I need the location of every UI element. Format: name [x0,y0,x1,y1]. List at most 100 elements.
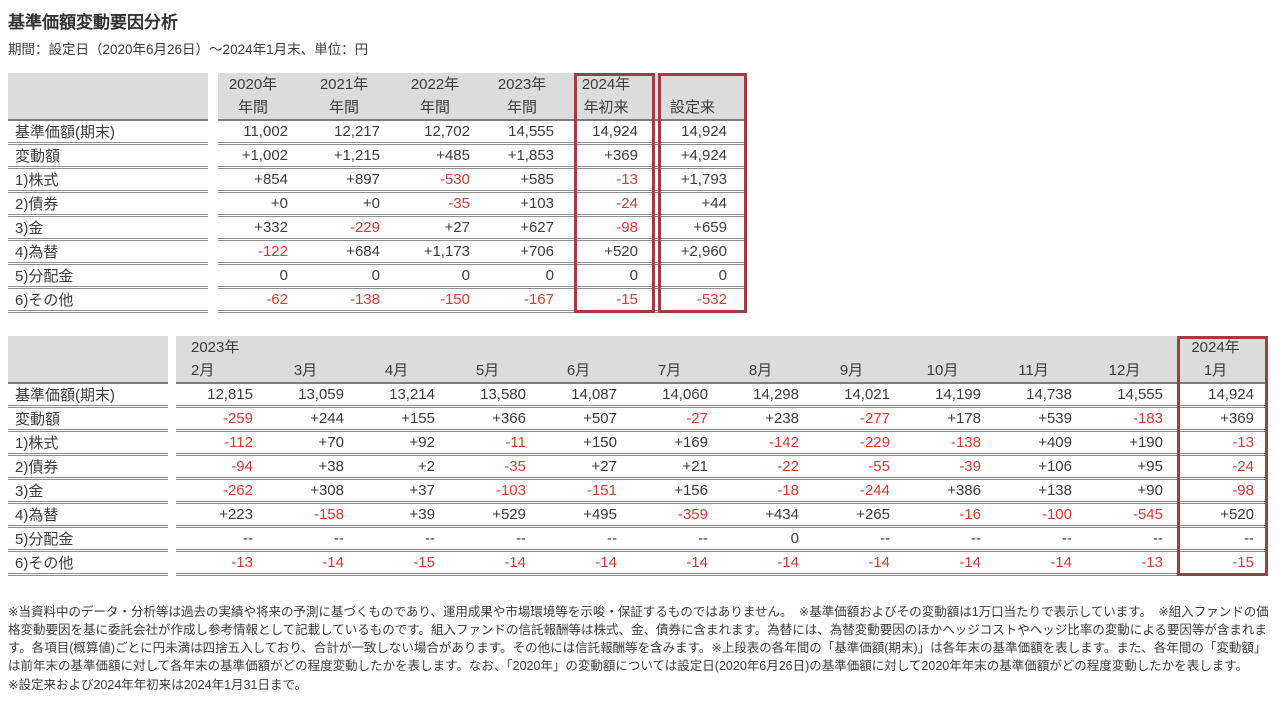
column-header-period: 5月 [475,362,500,379]
value-cell: -122 [218,241,308,265]
column-header-period: 年間 [506,99,537,116]
value-cell: +103 [490,193,574,217]
value-cell: 0 [490,265,574,289]
value-cell: +485 [400,145,490,169]
column-gap [208,289,218,313]
value-cell: -55 [813,456,904,480]
row-label: 変動額 [8,145,208,169]
column-gap [208,217,218,241]
value-cell: 14,555 [490,121,574,145]
column-gap [208,193,218,217]
value-cell: 14,021 [813,384,904,408]
column-gap [208,121,218,145]
value-cell: +434 [722,504,813,528]
table-row: 5)分配金 -- -- -- -- -- -- 0 -- -- -- -- -- [8,528,1268,552]
value-cell: +39 [358,504,449,528]
column-header-year [1086,336,1163,359]
value-cell: +1,173 [400,241,490,265]
column-header-year [449,336,526,359]
value-cell: -14 [904,552,995,576]
value-cell: -27 [631,408,722,432]
row-label: 2)債券 [8,193,208,217]
row-label: 5)分配金 [8,528,168,552]
table-row: 2)債券 +0 +0 -35 +103 -24 +44 [8,193,747,217]
value-cell: 14,199 [904,384,995,408]
value-cell: +0 [218,193,308,217]
value-cell: -16 [904,504,995,528]
value-cell: -- [904,528,995,552]
value-cell: -112 [176,432,267,456]
value-cell: -14 [722,552,813,576]
period-subtitle: 期間：設定日（2020年6月26日）～2024年1月末、単位：円 [8,42,369,57]
value-cell: -13 [574,169,658,193]
column-header-period: 7月 [657,362,682,379]
column-header-period: 4月 [384,362,409,379]
value-cell: -- [1086,528,1177,552]
value-cell: 14,924 [574,121,658,145]
value-cell: 12,217 [308,121,400,145]
value-cell: -13 [1177,432,1268,456]
value-cell: -530 [400,169,490,193]
table-row: 4)為替 +223 -158 +39 +529 +495 -359 +434 +265 -16 -1… [8,504,1268,528]
value-cell: -62 [218,289,308,313]
value-cell: +2,960 [658,241,747,265]
column-header-year [813,336,890,359]
value-cell: -14 [995,552,1086,576]
value-cell: -13 [176,552,267,576]
column-header-period: 年初来 [583,99,629,116]
value-cell: +244 [267,408,358,432]
table-row: 3)金 +332 -229 +27 +627 -98 +659 [8,217,747,241]
value-cell: +0 [308,193,400,217]
value-cell: -98 [1177,480,1268,504]
column-header: 2023年年間 [490,73,574,121]
value-cell: -14 [631,552,722,576]
column-gap [208,265,218,289]
column-header: 2024年 1月 [1177,336,1268,384]
column-header-year [722,336,799,359]
row-label: 6)その他 [8,289,208,313]
column-gap [168,552,176,576]
value-cell: -18 [722,480,813,504]
value-cell: +238 [722,408,813,432]
value-cell: 14,298 [722,384,813,408]
value-cell: -11 [449,432,540,456]
row-label: 3)金 [8,217,208,241]
value-cell: 12,815 [176,384,267,408]
value-cell: -- [813,528,904,552]
value-cell: +106 [995,456,1086,480]
value-cell: -- [267,528,358,552]
value-cell: +520 [1177,504,1268,528]
column-header: 2022年 年間 [400,73,490,121]
column-gap [168,456,176,480]
column-header-year: 2021年 [319,76,369,93]
table-row: 変動額 -259 +244 +155 +366 +507 -27 +238 -277 +178 +5… [8,408,1268,432]
value-cell: +178 [904,408,995,432]
column-gap [208,241,218,265]
column-gap [208,73,218,121]
value-cell: -14 [267,552,358,576]
footnotes-block: ※当資料中のデータ・分析等は過去の実績や将来の予測に基づくものであり、運用成果や… [8,603,1271,694]
column-header-period: 1月 [1203,362,1228,379]
value-cell: -142 [722,432,813,456]
column-header-year [540,336,617,359]
table-row: 基準価額(期末) 12,815 13,059 13,214 13,580 14,087 14… [8,384,1268,408]
column-header-period: 8月 [748,362,773,379]
column-gap [168,504,176,528]
column-header: 7月 [631,336,722,384]
value-cell: +539 [995,408,1086,432]
column-gap [168,528,176,552]
value-cell: 13,580 [449,384,540,408]
value-cell: +90 [1086,480,1177,504]
page-title: 基準価額変動要因分析 [8,13,178,32]
value-cell: 0 [308,265,400,289]
row-label: 基準価額(期末) [8,121,208,145]
value-cell: -94 [176,456,267,480]
value-cell: +854 [218,169,308,193]
value-cell: -277 [813,408,904,432]
value-cell: +37 [358,480,449,504]
value-cell: 14,924 [1177,384,1268,408]
value-cell: -- [1177,528,1268,552]
column-header-year: 2023年 [497,76,547,93]
column-header-year [631,336,708,359]
